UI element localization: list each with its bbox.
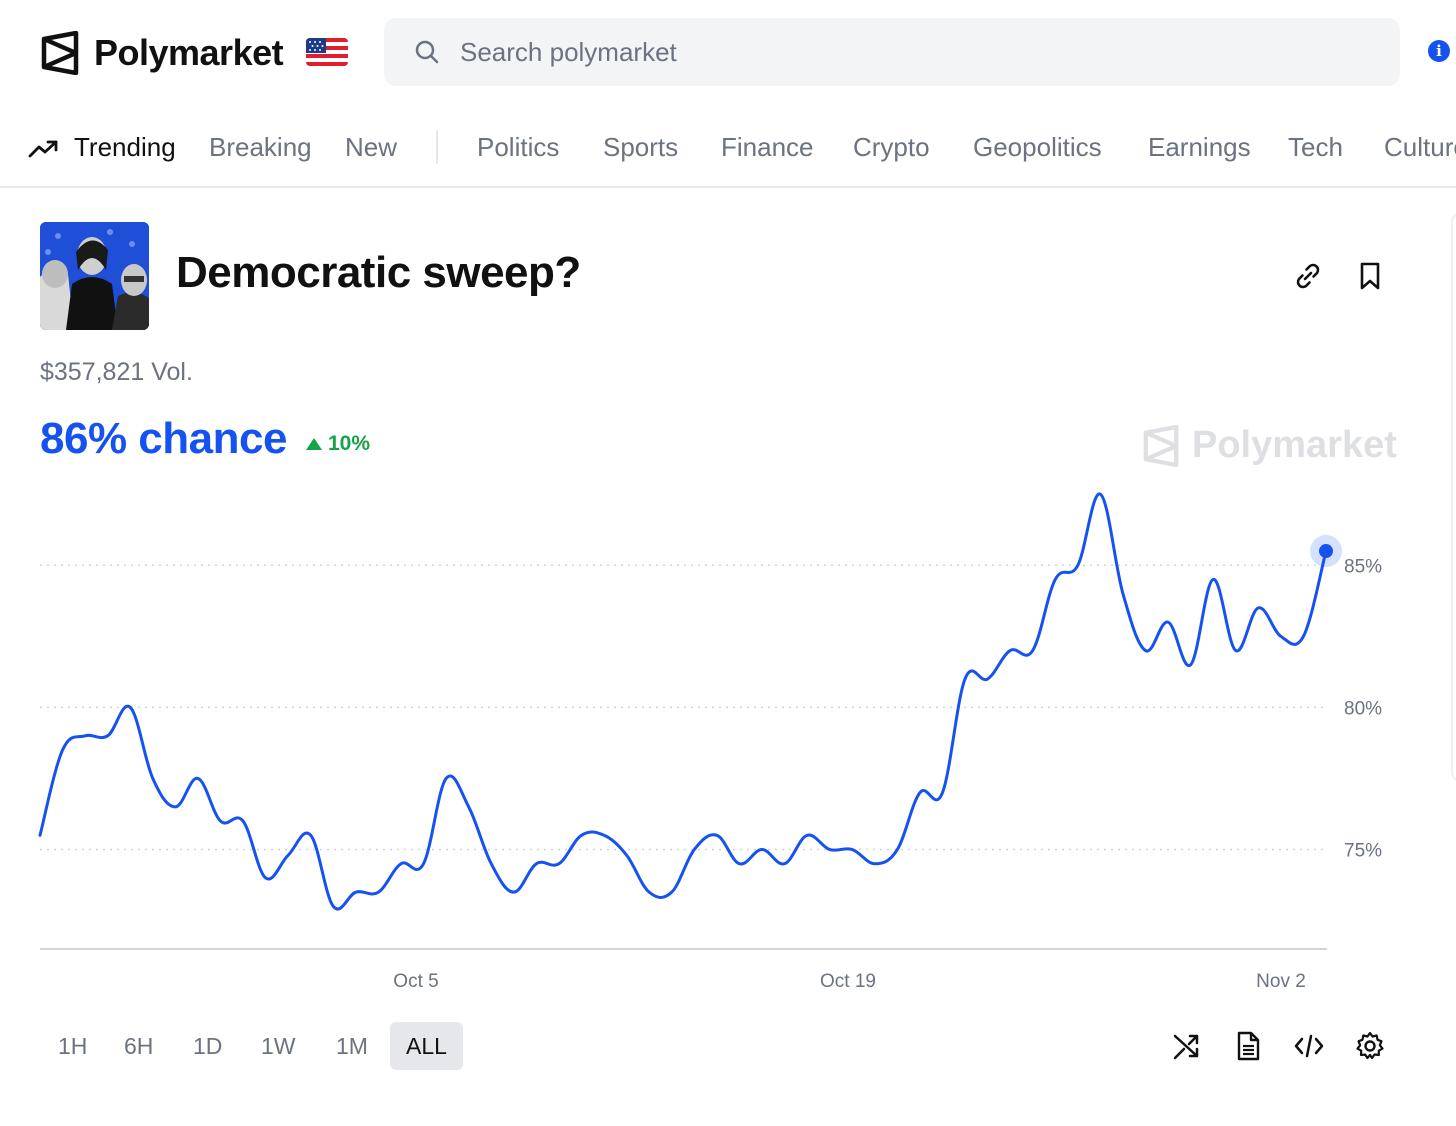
watermark-text: Polymarket: [1192, 424, 1397, 466]
up-arrow-icon: [306, 438, 322, 450]
x-tick-label: Oct 5: [393, 971, 438, 992]
change-value: 10%: [328, 432, 371, 455]
price-chart[interactable]: 85% 80% 75% Oct 5 Oct 19 Nov 2: [0, 480, 1456, 1000]
nav-item-earnings[interactable]: Earnings: [1148, 132, 1251, 162]
chance-value: 86% chance: [40, 414, 287, 463]
nav-divider: [436, 130, 438, 164]
range-6h-button[interactable]: 6H: [124, 1032, 154, 1059]
nav-item-breaking[interactable]: Breaking: [209, 132, 312, 162]
top-header: Polymarket i: [0, 0, 1456, 108]
x-tick-label: Oct 19: [820, 971, 876, 992]
nav-item-new[interactable]: New: [345, 132, 398, 162]
category-nav: Trending Breaking New Politics Sports Fi…: [0, 108, 1456, 188]
search-icon: [415, 40, 439, 64]
range-1d-button[interactable]: 1D: [193, 1032, 223, 1059]
chart-watermark: Polymarket: [1142, 424, 1397, 467]
market-title: Democratic sweep?: [176, 248, 581, 297]
range-1w-button[interactable]: 1W: [261, 1032, 296, 1059]
y-tick-label: 85%: [1344, 556, 1382, 577]
current-point[interactable]: [1319, 544, 1333, 559]
range-all-button[interactable]: ALL: [390, 1022, 463, 1070]
nav-item-geopolitics[interactable]: Geopolitics: [973, 132, 1102, 162]
search-bar[interactable]: [384, 18, 1400, 86]
link-icon[interactable]: [1292, 260, 1324, 292]
y-tick-label: 80%: [1344, 698, 1382, 719]
us-flag-icon[interactable]: [306, 38, 348, 66]
y-tick-label: 75%: [1344, 841, 1382, 862]
polymarket-logo-icon: [1143, 424, 1179, 467]
market-thumbnail: [40, 222, 149, 330]
embed-code-icon[interactable]: [1293, 1030, 1325, 1062]
shuffle-icon[interactable]: [1171, 1030, 1203, 1062]
polymarket-logo-icon: [41, 31, 79, 75]
range-1m-button[interactable]: 1M: [336, 1032, 368, 1059]
range-1h-button[interactable]: 1H: [58, 1032, 88, 1059]
brand-name: Polymarket: [94, 32, 284, 73]
brand-logo[interactable]: Polymarket: [40, 31, 284, 75]
nav-item-finance[interactable]: Finance: [721, 132, 814, 162]
trending-icon: [28, 140, 58, 158]
nav-item-sports[interactable]: Sports: [603, 132, 679, 162]
nav-item-trending[interactable]: Trending: [74, 132, 176, 162]
x-tick-label: Nov 2: [1256, 971, 1306, 992]
change-badge: 10%: [306, 432, 370, 456]
price-line: [38, 492, 1328, 911]
market-volume: $357,821 Vol.: [40, 358, 193, 386]
bookmark-icon[interactable]: [1354, 260, 1386, 292]
settings-icon[interactable]: [1354, 1030, 1386, 1062]
document-icon[interactable]: [1232, 1030, 1264, 1062]
info-icon[interactable]: i: [1428, 40, 1450, 62]
nav-item-culture[interactable]: Culture: [1384, 132, 1456, 162]
nav-item-crypto[interactable]: Crypto: [853, 132, 930, 162]
nav-item-tech[interactable]: Tech: [1288, 132, 1343, 162]
search-input[interactable]: [460, 36, 1360, 68]
nav-item-politics[interactable]: Politics: [477, 132, 560, 162]
